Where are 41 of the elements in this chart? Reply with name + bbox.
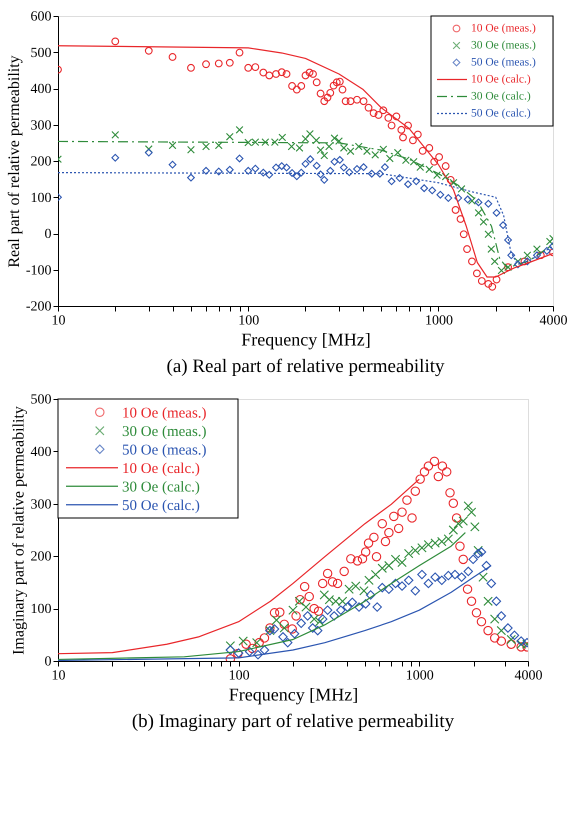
- y-tick-label: 400: [30, 444, 52, 460]
- legend-label: 10 Oe (calc.): [471, 74, 531, 86]
- y-axis-title: Real part of relative permeability: [6, 55, 23, 268]
- legend-label: 30 Oe (calc.): [471, 90, 531, 102]
- y-tick-label: -200: [26, 300, 52, 314]
- legend-label: 30 Oe (calc.): [122, 479, 200, 496]
- y-tick-label: 500: [30, 392, 52, 408]
- legend-label: 10 Oe (meas.): [471, 22, 536, 34]
- legend-label: 50 Oe (calc.): [122, 498, 200, 514]
- x-axis-title: Frequency [MHz]: [228, 684, 358, 704]
- x-tick-label: 10: [52, 314, 66, 328]
- y-tick-label: 0: [44, 654, 52, 670]
- x-axis-title: Frequency [MHz]: [241, 330, 371, 350]
- legend-label: 30 Oe (meas.): [471, 40, 536, 52]
- y-tick-label: 300: [30, 118, 52, 134]
- x-tick-label: 10: [52, 668, 66, 684]
- y-tick-label: 500: [30, 46, 52, 61]
- legend-label: 50 Oe (meas.): [122, 442, 207, 458]
- x-tick-label: 100: [238, 314, 260, 328]
- y-tick-label: 400: [30, 82, 52, 97]
- legend-label: 10 Oe (calc.): [122, 460, 200, 477]
- x-tick-label: 1000: [424, 314, 453, 328]
- x-tick-label: 4000: [540, 314, 568, 328]
- x-tick-label: 1000: [406, 668, 434, 684]
- y-tick-label: 100: [30, 602, 52, 618]
- legend-label: 30 Oe (meas.): [122, 424, 207, 440]
- y-tick-label: 100: [30, 190, 52, 206]
- y-axis-title: Imaginary part of relative permeability: [10, 406, 28, 655]
- y-tick-label: 0: [44, 227, 52, 242]
- y-tick-label: 200: [30, 154, 52, 170]
- x-tick-label: 4000: [514, 668, 542, 684]
- x-tick-label: 100: [228, 668, 250, 684]
- legend-label: 50 Oe (meas.): [471, 56, 536, 68]
- y-tick-label: 600: [30, 10, 52, 24]
- text: (b) Imaginary part of relative permeability: [132, 711, 455, 732]
- legend-label: 10 Oe (meas.): [122, 405, 207, 422]
- y-tick-label: -100: [26, 263, 52, 278]
- legend-label: 50 Oe (calc.): [471, 108, 531, 120]
- y-tick-label: 300: [30, 497, 52, 512]
- text: (a) Real part of relative permeability: [166, 356, 445, 377]
- y-tick-label: 200: [30, 550, 52, 565]
